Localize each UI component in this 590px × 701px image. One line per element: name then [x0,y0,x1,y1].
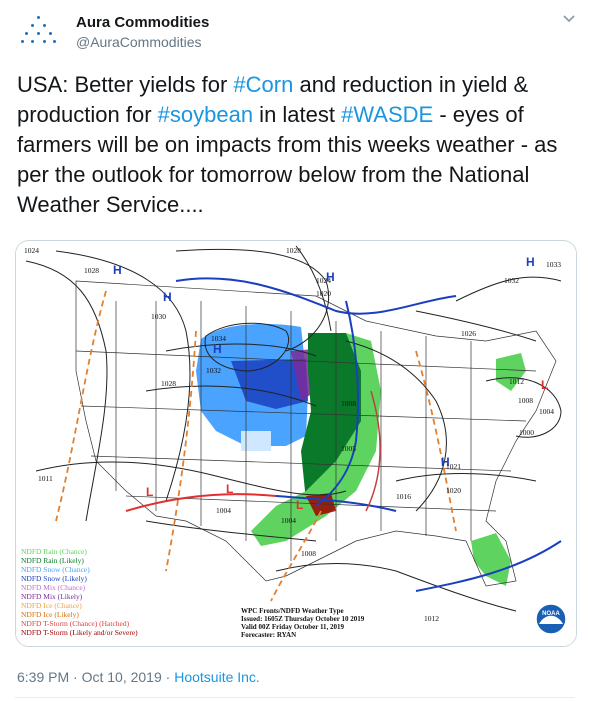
hashtag-link[interactable]: #soybean [157,102,254,127]
isobar-label: 1012 [424,614,439,623]
isobar-label: 1034 [211,334,226,343]
tweet-source-link[interactable]: Hootsuite Inc. [174,669,260,685]
isobar-label: 1004 [281,516,296,525]
pressure-center-high: H [326,270,335,284]
isobar-label: 1026 [461,329,476,338]
pressure-center-low: L [541,378,548,392]
isobar-label: 1032 [504,276,519,285]
tweet-header: Aura Commodities @AuraCommodities [0,0,590,64]
weather-map: H H H H H H L L L L 1024 1028 1028 1024 1020… [16,241,576,646]
isobar-label: 1032 [206,366,221,375]
hashtag-link[interactable]: #Corn [233,72,294,97]
isobar-labels: 1024 1028 1028 1024 1020 1030 1034 1032 1028 1008… [24,246,561,623]
isobar-label: 1008 [341,399,356,408]
tweet-text-segment: and reduction in yield & production for [17,72,529,127]
legend-entry: NDFD Mix (Likely) [21,592,83,601]
pressure-center-low: L [226,482,233,496]
pressure-center-high: H [213,342,222,356]
pressure-center-low: L [296,498,303,512]
legend-entry: NDFD Rain (Chance) [21,547,87,556]
meta-separator: · [165,669,171,685]
map-legend: NDFD Rain (Chance)NDFD Rain (Likely)NDFD… [21,547,138,637]
isobar-label: 1005 [341,444,356,453]
isobar-label: 1020 [316,289,331,298]
isobar-label: 1030 [151,312,166,321]
map-stamp-line: WPC Fronts/NDFD Weather Type [241,607,344,615]
isobar-label: 1011 [38,474,53,483]
legend-entry: NDFD T-Storm (Chance) (Hatched) [21,619,130,628]
isobar-label: 1024 [24,246,39,255]
avatar[interactable] [15,10,65,60]
pressure-center-high: H [526,255,535,269]
isobar-label: 1028 [286,246,301,255]
legend-entry: NDFD Rain (Likely) [21,556,84,565]
chevron-down-icon[interactable] [562,12,576,26]
tweet-text: USA: Better yields for #Corn and reducti… [17,70,577,220]
legend-entry: NDFD Ice (Likely) [21,610,79,619]
fronts [55,277,562,602]
svg-text:NOAA: NOAA [542,611,560,617]
author-name[interactable]: Aura Commodities [76,14,210,31]
legend-entry: NDFD T-Storm (Likely and/or Severe) [21,628,138,637]
map-stamp-line: Valid 00Z Friday October 11, 2019 [241,623,345,631]
pressure-center-low: L [146,485,153,499]
isobar-label: 1028 [84,266,99,275]
rain-chance-area-2 [496,353,526,391]
isobar-label: 1008 [301,549,316,558]
isobar-label: 1033 [546,260,561,269]
isobar-label: 1000 [519,428,534,437]
map-stamp-line: Issued: 1605Z Thursday October 10 2019 [241,615,365,623]
pressure-center-high: H [163,290,172,304]
isobar-label: 1016 [396,492,411,501]
isobar-lines [25,245,562,612]
legend-entry: NDFD Ice (Chance) [21,601,82,610]
pressure-center-high: H [441,455,450,469]
rain-chance-area [251,333,381,546]
legend-entry: NDFD Snow (Likely) [21,574,87,583]
tweet-text-segment: USA: Better yields for [17,72,234,97]
isobar-label: 1024 [316,276,331,285]
hashtag-link[interactable]: #WASDE [341,102,434,127]
meta-separator: · [73,669,78,685]
legend-entry: NDFD Snow (Chance) [21,565,90,574]
tweet-text-segment: - eyes of farmers will be on impacts fro… [17,102,558,217]
pressure-centers: H H H H H H L L L L [113,255,548,512]
noaa-logo: NOAA [535,603,567,635]
isobar-label: 1028 [161,379,176,388]
isobar-label: 1004 [539,407,554,416]
isobar-label: 1008 [518,396,533,405]
isobar-label: 1020 [446,486,461,495]
isobar-label: 1004 [216,506,231,515]
legend-entry: NDFD Mix (Chance) [21,583,86,592]
rain-chance-area-florida [471,533,511,586]
isobar-label: 1021 [446,462,461,471]
weather-map-image[interactable]: H H H H H H L L L L 1024 1028 1028 1024 1020… [15,240,577,647]
isobar-label: 1012 [509,377,524,386]
divider [15,697,575,698]
tweet-date[interactable]: Oct 10, 2019 [81,669,162,685]
map-stamp-line: Forecaster: RYAN [241,631,296,639]
pressure-center-high: H [113,263,122,277]
tweet-text-segment: in latest [253,102,342,127]
tweet-time[interactable]: 6:39 PM [17,669,70,685]
author-handle[interactable]: @AuraCommodities [76,34,202,50]
tweet-meta: 6:39 PM · Oct 10, 2019 · Hootsuite Inc. [17,669,260,685]
